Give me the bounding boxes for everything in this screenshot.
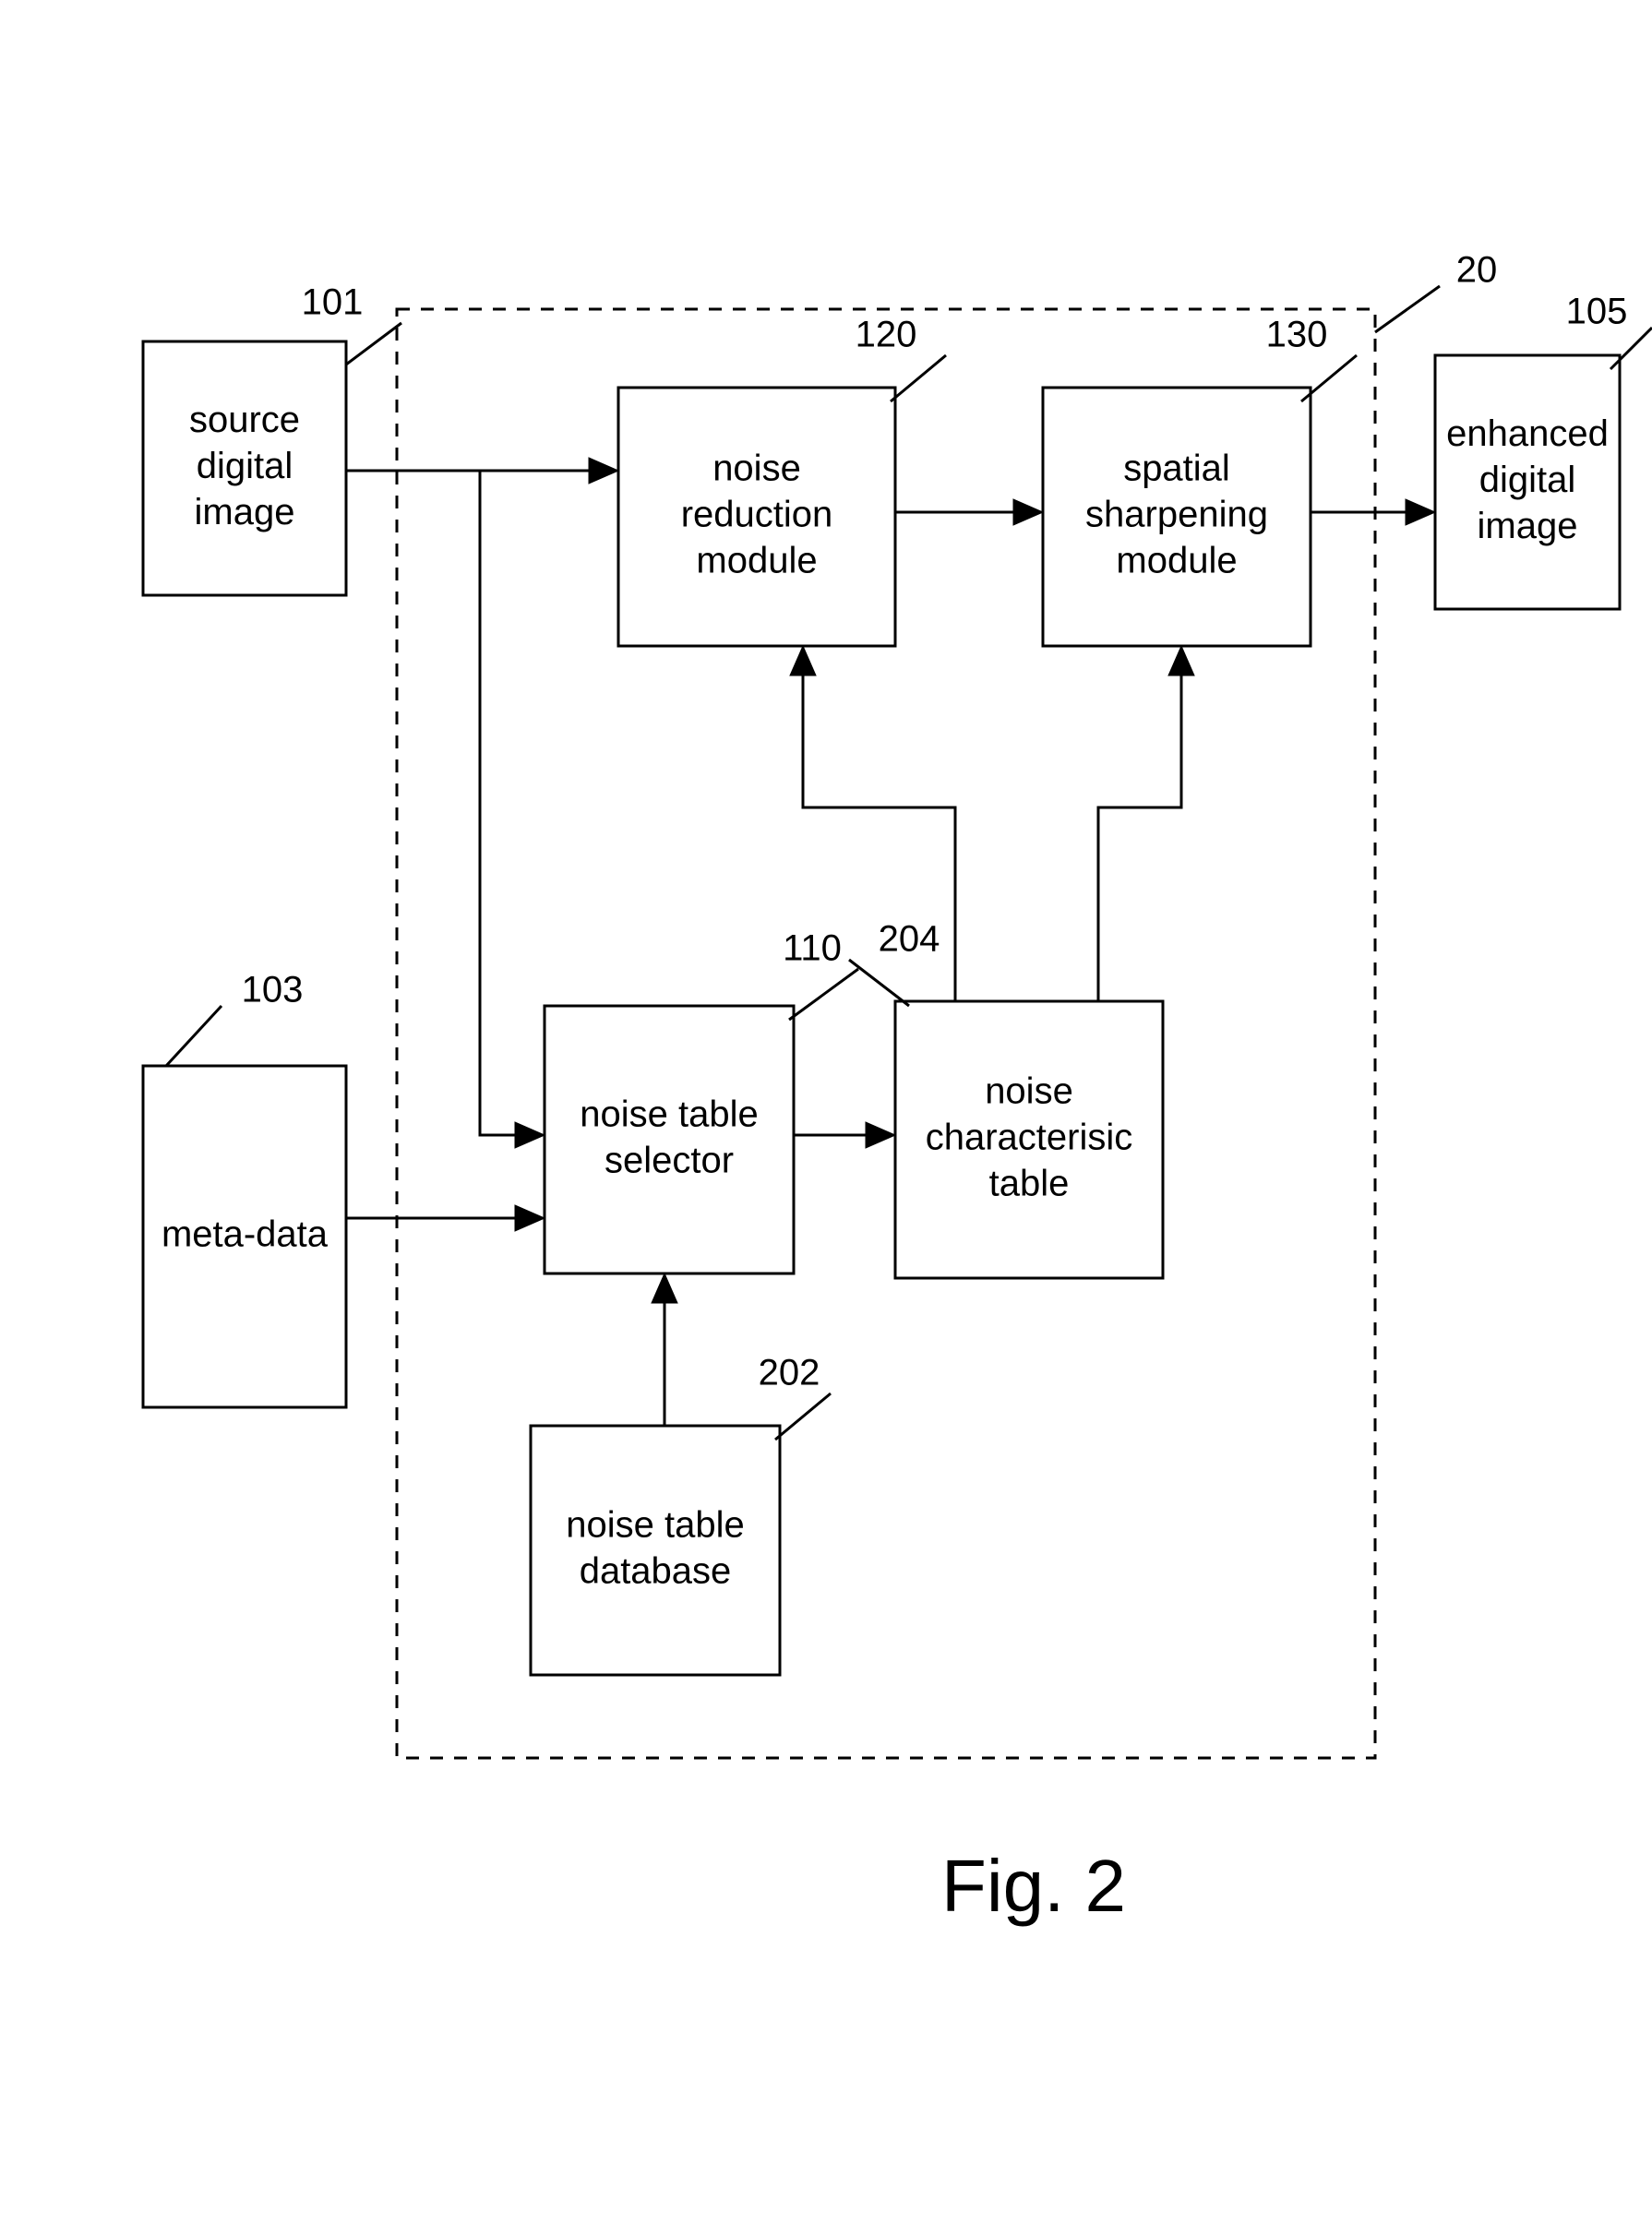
node-ntd-label-1: database bbox=[580, 1551, 732, 1592]
edge-nct-ss-arrow bbox=[1168, 646, 1194, 676]
edge-nts-nct-arrow bbox=[866, 1122, 895, 1148]
node-nts-label-1: selector bbox=[605, 1141, 734, 1181]
figure-caption: Fig. 2 bbox=[941, 1845, 1126, 1927]
edge-source-nr-arrow bbox=[589, 458, 618, 484]
node-ntd-label-0: noise table bbox=[566, 1505, 744, 1546]
node-metadata-leader bbox=[166, 1006, 221, 1066]
node-enh-leader bbox=[1610, 328, 1652, 369]
node-metadata-label-0: meta-data bbox=[162, 1214, 329, 1255]
node-nct-label-2: table bbox=[989, 1164, 1070, 1204]
node-ss-label-2: module bbox=[1116, 541, 1237, 581]
node-nts-leader bbox=[789, 969, 858, 1020]
node-nr-leader bbox=[891, 355, 946, 401]
node-ss-ref: 130 bbox=[1266, 315, 1328, 355]
node-metadata-ref: 103 bbox=[242, 970, 304, 1010]
node-nr-label-1: reduction bbox=[681, 495, 833, 535]
node-nts-ref: 110 bbox=[783, 928, 842, 969]
node-source-leader bbox=[346, 323, 401, 365]
edge-meta-nts-arrow bbox=[515, 1205, 545, 1231]
node-nr: noise reduction module 120 bbox=[618, 315, 946, 646]
node-ntd: noise table database 202 bbox=[531, 1353, 831, 1675]
container-ref: 20 bbox=[1456, 250, 1498, 291]
node-ss: spatial sharpening module 130 bbox=[1043, 315, 1357, 646]
node-source: source digital image 101 bbox=[143, 282, 401, 595]
node-nct-ref: 204 bbox=[879, 919, 940, 960]
node-source-label-2: image bbox=[195, 492, 295, 532]
node-ss-leader bbox=[1301, 355, 1357, 401]
node-nct: noise characterisic table 204 bbox=[849, 919, 1163, 1278]
node-ss-label-1: sharpening bbox=[1085, 495, 1268, 535]
node-source-ref: 101 bbox=[302, 282, 364, 323]
node-enh-label-1: digital bbox=[1479, 460, 1576, 500]
edge-nct-ss bbox=[1098, 664, 1181, 1001]
node-nct-label-0: noise bbox=[985, 1071, 1073, 1112]
node-source-label-1: digital bbox=[197, 446, 293, 486]
node-nts-label-0: noise table bbox=[580, 1094, 758, 1135]
node-enh: enhanced digital image 105 bbox=[1435, 292, 1652, 609]
node-nct-label-1: characterisic bbox=[926, 1118, 1133, 1158]
node-ss-label-0: spatial bbox=[1123, 448, 1230, 489]
node-enh-ref: 105 bbox=[1566, 292, 1628, 332]
node-nct-leader bbox=[849, 960, 909, 1006]
node-nr-label-2: module bbox=[696, 541, 817, 581]
node-nr-label-0: noise bbox=[712, 448, 801, 489]
node-nts: noise table selector 110 bbox=[545, 928, 858, 1273]
node-ntd-leader bbox=[775, 1393, 831, 1440]
edge-nr-ss-arrow bbox=[1013, 499, 1043, 525]
container-leader bbox=[1375, 286, 1440, 332]
edge-ntd-nts-arrow bbox=[652, 1273, 677, 1303]
node-metadata: meta-data 103 bbox=[143, 970, 346, 1407]
node-nr-ref: 120 bbox=[856, 315, 917, 355]
node-ntd-ref: 202 bbox=[759, 1353, 820, 1393]
edge-nct-nr-arrow bbox=[790, 646, 816, 676]
node-enh-label-0: enhanced bbox=[1446, 413, 1609, 454]
edge-source-nts-arrow bbox=[515, 1122, 545, 1148]
node-source-label-0: source bbox=[189, 400, 300, 440]
edge-ss-enh-arrow bbox=[1406, 499, 1435, 525]
edge-source-nts bbox=[480, 471, 527, 1135]
node-enh-label-2: image bbox=[1478, 506, 1578, 546]
